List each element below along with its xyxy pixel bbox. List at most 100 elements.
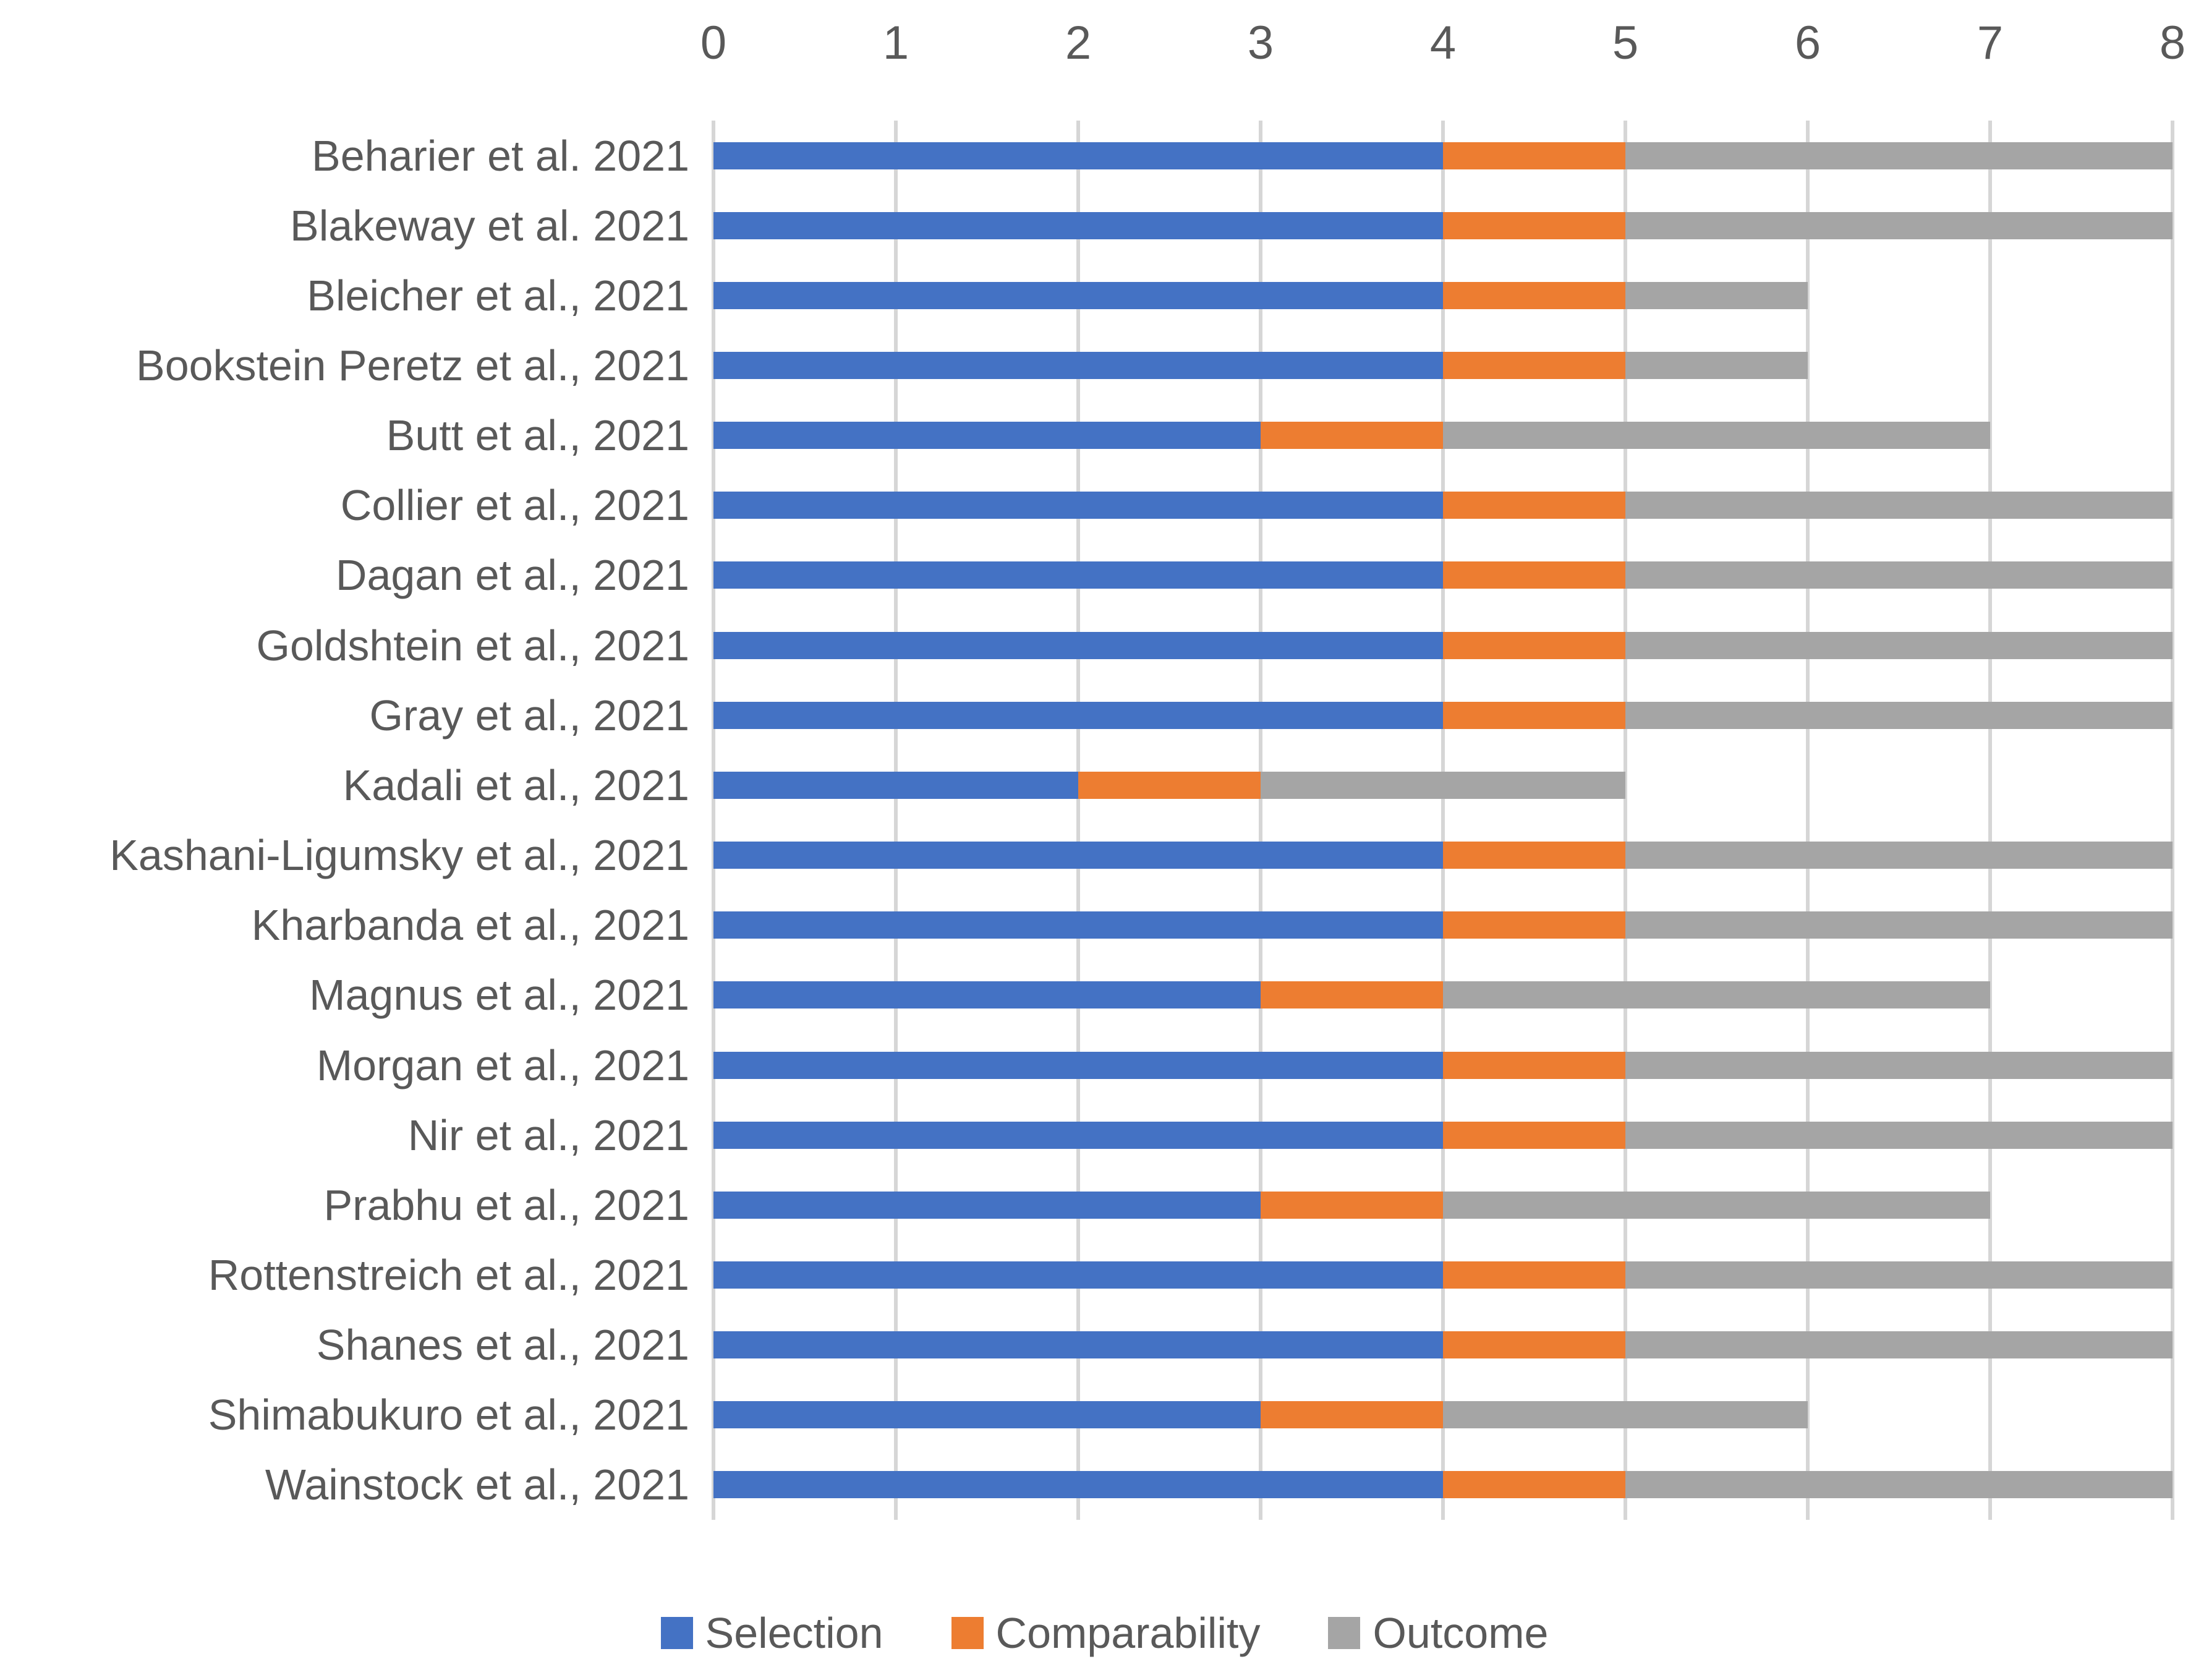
category-label: Gray et al., 2021 bbox=[369, 691, 689, 740]
x-axis-tick-label: 7 bbox=[1977, 17, 2004, 69]
legend-label: Outcome bbox=[1373, 1609, 1549, 1657]
bar-segment-outcome bbox=[1443, 1401, 1808, 1429]
x-axis-tick-label: 0 bbox=[700, 17, 727, 69]
bar-segment-outcome bbox=[1625, 142, 2173, 169]
bar-segment-outcome bbox=[1625, 281, 1808, 309]
x-axis-tick-label: 5 bbox=[1612, 17, 1639, 69]
bar-segment-outcome bbox=[1625, 631, 2173, 659]
bar-segment-selection bbox=[713, 1121, 1443, 1149]
gridline bbox=[894, 121, 898, 1520]
bar-segment-selection bbox=[713, 1331, 1443, 1359]
x-axis-tick-label: 8 bbox=[2159, 17, 2186, 69]
bar-segment-outcome bbox=[1625, 1121, 2173, 1149]
bar-segment-selection bbox=[713, 352, 1443, 380]
bar-segment-selection bbox=[713, 211, 1443, 239]
legend-swatch-icon bbox=[1328, 1617, 1361, 1649]
category-label: Bleicher et al., 2021 bbox=[307, 271, 689, 320]
x-axis-tick-label: 6 bbox=[1794, 17, 1821, 69]
gridline bbox=[1988, 121, 1992, 1520]
category-label: Goldshtein et al., 2021 bbox=[256, 621, 689, 670]
bar-segment-comparability bbox=[1261, 422, 1443, 450]
bar-segment-comparability bbox=[1443, 911, 1625, 939]
bar-segment-selection bbox=[713, 422, 1261, 450]
x-axis-tick-label: 3 bbox=[1247, 17, 1274, 69]
category-label: Dagan et al., 2021 bbox=[335, 551, 689, 600]
category-label: Nir et al., 2021 bbox=[407, 1111, 689, 1159]
bar-segment-selection bbox=[713, 1401, 1261, 1429]
legend-item-outcome: Outcome bbox=[1328, 1608, 1548, 1658]
bar-segment-selection bbox=[713, 1471, 1443, 1499]
bar-segment-outcome bbox=[1625, 1261, 2173, 1289]
bar-segment-outcome bbox=[1443, 1191, 1990, 1219]
bar-segment-outcome bbox=[1625, 842, 2173, 869]
category-label: Shimabukuro et al., 2021 bbox=[208, 1391, 689, 1439]
bar-segment-comparability bbox=[1443, 352, 1625, 380]
category-label: Rottenstreich et al., 2021 bbox=[208, 1250, 689, 1299]
category-label: Prabhu et al., 2021 bbox=[323, 1180, 689, 1229]
gridline bbox=[712, 121, 715, 1520]
x-axis-tick-label: 2 bbox=[1065, 17, 1092, 69]
category-label: Blakeway et al. 2021 bbox=[290, 201, 689, 250]
bar-segment-selection bbox=[713, 1261, 1443, 1289]
bar-segment-outcome bbox=[1625, 701, 2173, 729]
bar-segment-comparability bbox=[1443, 281, 1625, 309]
bar-segment-comparability bbox=[1261, 1401, 1443, 1429]
bar-segment-outcome bbox=[1625, 352, 1808, 380]
legend-swatch-icon bbox=[951, 1617, 984, 1649]
bar-segment-selection bbox=[713, 981, 1261, 1009]
category-label: Kadali et al., 2021 bbox=[343, 761, 689, 809]
legend-swatch-icon bbox=[660, 1617, 693, 1649]
category-label: Kashani-Ligumsky et al., 2021 bbox=[109, 831, 689, 880]
bar-segment-outcome bbox=[1625, 492, 2173, 519]
x-axis-tick-label: 1 bbox=[882, 17, 909, 69]
gridline bbox=[1441, 121, 1445, 1520]
gridline bbox=[1806, 121, 1810, 1520]
bar-segment-selection bbox=[713, 492, 1443, 519]
bar-segment-comparability bbox=[1443, 1051, 1625, 1079]
bar-segment-selection bbox=[713, 1191, 1261, 1219]
bar-segment-selection bbox=[713, 911, 1443, 939]
bar-segment-outcome bbox=[1625, 1051, 2173, 1079]
bar-segment-comparability bbox=[1443, 701, 1625, 729]
bar-segment-comparability bbox=[1443, 492, 1625, 519]
bar-segment-comparability bbox=[1443, 1121, 1625, 1149]
bar-segment-selection bbox=[713, 842, 1443, 869]
bar-segment-comparability bbox=[1443, 561, 1625, 589]
bar-segment-outcome bbox=[1625, 561, 2173, 589]
bar-segment-selection bbox=[713, 1051, 1443, 1079]
gridline bbox=[1624, 121, 1627, 1520]
category-label: Collier et al., 2021 bbox=[340, 481, 689, 530]
category-label: Beharier et al. 2021 bbox=[312, 131, 689, 180]
bar-segment-selection bbox=[713, 142, 1443, 169]
bar-segment-outcome bbox=[1625, 911, 2173, 939]
bar-segment-comparability bbox=[1443, 631, 1625, 659]
legend-item-selection: Selection bbox=[660, 1608, 883, 1658]
category-label: Bookstein Peretz et al., 2021 bbox=[136, 341, 689, 390]
bar-segment-comparability bbox=[1443, 1261, 1625, 1289]
bar-segment-outcome bbox=[1443, 981, 1990, 1009]
bar-segment-comparability bbox=[1443, 1471, 1625, 1499]
legend-label: Selection bbox=[705, 1609, 883, 1657]
category-label: Wainstock et al., 2021 bbox=[265, 1460, 689, 1509]
bar-segment-comparability bbox=[1261, 1191, 1443, 1219]
bar-segment-outcome bbox=[1625, 211, 2173, 239]
bar-segment-comparability bbox=[1261, 981, 1443, 1009]
bar-segment-outcome bbox=[1625, 1331, 2173, 1359]
bar-segment-comparability bbox=[1443, 1331, 1625, 1359]
category-label: Morgan et al., 2021 bbox=[316, 1041, 689, 1089]
x-axis-tick-label: 4 bbox=[1429, 17, 1457, 69]
bar-segment-outcome bbox=[1625, 1471, 2173, 1499]
category-label: Kharbanda et al., 2021 bbox=[251, 901, 689, 950]
category-label: Butt et al., 2021 bbox=[386, 411, 689, 460]
bar-segment-outcome bbox=[1443, 422, 1990, 450]
bar-segment-comparability bbox=[1443, 842, 1625, 869]
bar-segment-selection bbox=[713, 561, 1443, 589]
bar-segment-selection bbox=[713, 631, 1443, 659]
category-label: Shanes et al., 2021 bbox=[316, 1321, 689, 1370]
gridline bbox=[2171, 121, 2174, 1520]
bar-segment-selection bbox=[713, 701, 1443, 729]
category-label: Magnus et al., 2021 bbox=[309, 971, 689, 1020]
bar-segment-outcome bbox=[1261, 771, 1625, 799]
legend-item-comparability: Comparability bbox=[951, 1608, 1260, 1658]
bar-segment-comparability bbox=[1443, 142, 1625, 169]
